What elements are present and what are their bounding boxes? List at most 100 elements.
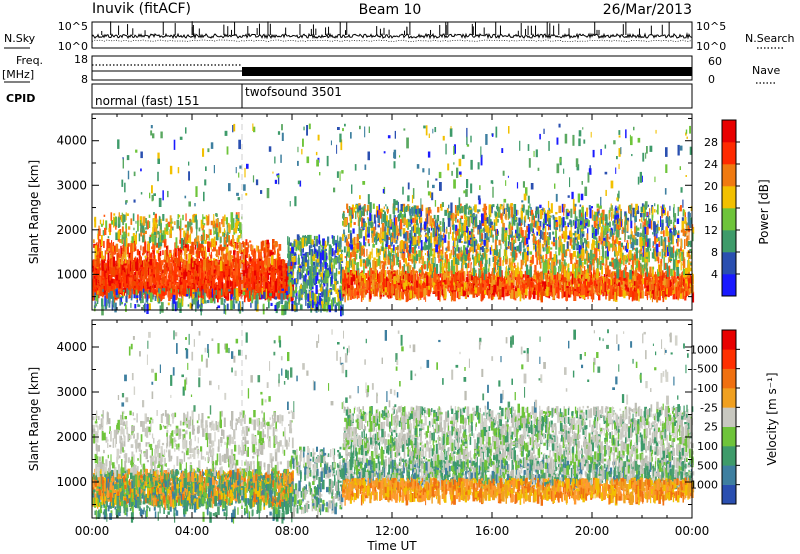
power-cell xyxy=(178,214,179,219)
power-cell xyxy=(327,283,328,287)
power-cell xyxy=(101,235,103,246)
power-cell xyxy=(108,252,110,260)
power-cell xyxy=(154,259,156,267)
power-cell xyxy=(327,242,329,246)
power-cell xyxy=(212,289,213,299)
nave-tick-high: 60 xyxy=(708,55,722,68)
power-cell xyxy=(134,294,136,298)
power-cell xyxy=(104,296,105,307)
power-cell xyxy=(119,257,120,267)
power-cell xyxy=(223,273,224,278)
power-cell xyxy=(219,291,222,298)
power-cell xyxy=(124,236,126,247)
power-cell xyxy=(159,261,161,271)
power-cell xyxy=(111,283,113,285)
power-cell xyxy=(132,281,133,285)
power-cell xyxy=(122,254,123,265)
power-cell xyxy=(108,236,110,238)
power-cell xyxy=(141,271,143,278)
power-cell xyxy=(236,276,238,285)
power-cell xyxy=(224,299,226,303)
power-cell xyxy=(133,213,135,221)
power-cell xyxy=(154,236,156,246)
power-cell xyxy=(322,250,324,260)
power-cell xyxy=(110,243,113,253)
power-cell xyxy=(281,284,283,288)
power-cell xyxy=(224,237,226,245)
power-cell xyxy=(314,283,316,285)
power-cell xyxy=(261,295,263,300)
power-cell xyxy=(172,285,173,293)
power-cell xyxy=(193,292,195,294)
power-cell xyxy=(180,229,182,240)
power-cell xyxy=(120,264,121,273)
power-cell xyxy=(257,261,259,272)
power-cell xyxy=(218,256,219,260)
power-cell xyxy=(155,296,157,301)
power-cell xyxy=(263,292,265,299)
power-cell xyxy=(161,302,164,313)
power-cell xyxy=(323,267,324,271)
power-cell xyxy=(281,289,284,291)
power-cell xyxy=(225,255,228,265)
power-cell xyxy=(113,213,115,215)
power-cell xyxy=(186,294,188,296)
power-cell xyxy=(93,239,95,243)
power-cell xyxy=(307,260,309,270)
power-cell xyxy=(331,263,332,272)
power-cell xyxy=(213,227,214,235)
power-cell xyxy=(268,259,270,268)
power-cell xyxy=(263,304,265,315)
power-cell xyxy=(185,225,187,228)
power-cell xyxy=(332,258,333,262)
power-cell xyxy=(224,215,226,221)
power-cell xyxy=(161,265,162,274)
power-cell xyxy=(239,270,240,277)
power-cell xyxy=(153,278,156,285)
power-cell xyxy=(282,268,283,271)
power-cell xyxy=(340,258,341,261)
power-cell xyxy=(227,304,229,310)
power-cell xyxy=(108,228,109,232)
power-cell xyxy=(215,261,217,266)
power-cell xyxy=(307,280,309,286)
power-cell xyxy=(300,285,302,289)
power-cell xyxy=(326,270,329,276)
power-cell xyxy=(180,218,181,227)
power-cell xyxy=(230,281,232,287)
power-cell xyxy=(165,278,167,286)
power-cell xyxy=(229,225,231,233)
power-panel: 1000200030004000 Slant Range [km] 481216… xyxy=(27,114,771,316)
power-cell xyxy=(307,235,310,244)
power-cell xyxy=(287,236,288,245)
power-cell xyxy=(176,237,178,248)
power-cell xyxy=(338,271,341,274)
power-cell xyxy=(225,289,227,296)
power-cell xyxy=(238,235,240,239)
power-cell xyxy=(220,237,222,243)
power-cell xyxy=(250,273,251,284)
power-cell xyxy=(310,304,311,306)
power-cell xyxy=(239,282,241,292)
power-cell xyxy=(186,254,187,260)
power-cell xyxy=(248,269,249,278)
power-cell xyxy=(136,295,138,298)
power-cell xyxy=(203,273,205,275)
power-cell xyxy=(182,215,184,220)
power-cell xyxy=(246,267,247,278)
power-cell xyxy=(126,275,127,284)
power-cell xyxy=(137,286,138,289)
power-cell xyxy=(150,293,153,303)
power-cell xyxy=(126,238,128,247)
power-cell xyxy=(166,224,169,232)
power-cell xyxy=(297,272,298,275)
power-cell xyxy=(234,289,236,299)
power-cell xyxy=(117,255,119,265)
power-cell xyxy=(156,220,158,223)
power-cell xyxy=(113,242,114,246)
power-cell xyxy=(147,294,148,300)
power-cell xyxy=(156,274,159,281)
power-cell xyxy=(160,280,162,283)
power-cell xyxy=(339,249,341,252)
